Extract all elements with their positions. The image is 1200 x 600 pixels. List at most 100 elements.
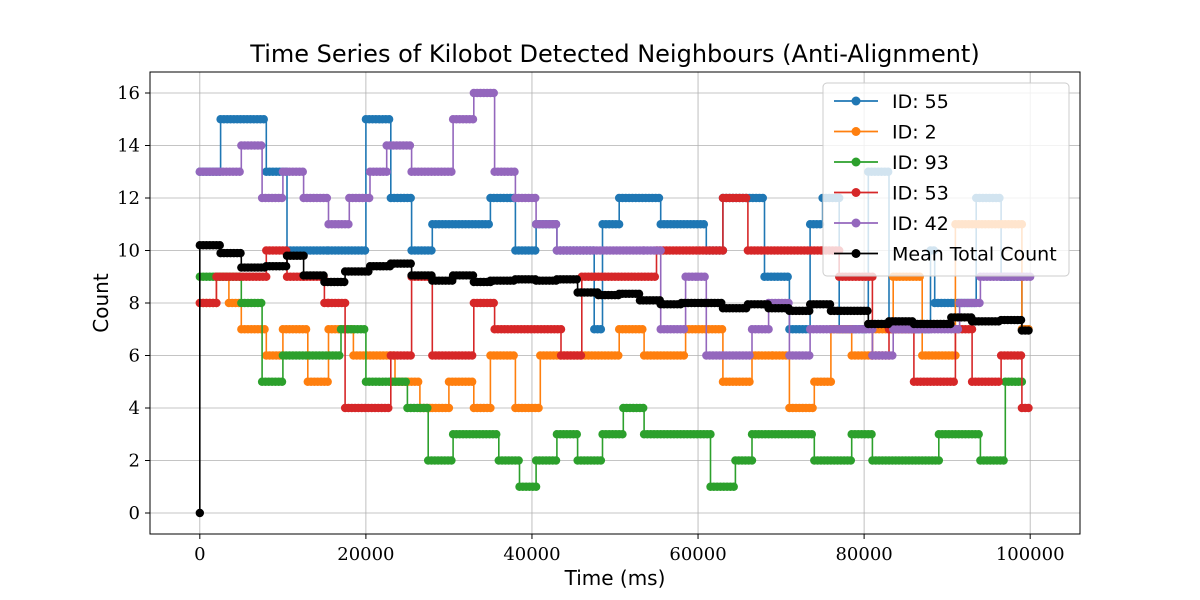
data-point	[805, 306, 814, 316]
data-point	[572, 430, 582, 439]
data-point	[382, 167, 391, 176]
x-axis-label: Time (ms)	[564, 566, 666, 590]
legend-entry: ID: 93	[834, 152, 949, 174]
series-2	[195, 272, 1027, 491]
data-point	[614, 220, 624, 229]
data-point	[826, 377, 836, 386]
data-point	[741, 193, 751, 203]
data-point	[335, 351, 344, 360]
legend-entries: ID: 55 ID: 2 ID: 93 ID: 53 ID: 42 Mean Total …	[834, 91, 1057, 266]
data-point	[444, 403, 454, 413]
data-point	[257, 298, 266, 308]
legend-marker	[851, 127, 861, 136]
data-point	[975, 298, 984, 308]
data-point	[340, 277, 349, 287]
legend-entry: Mean Total Count	[834, 244, 1057, 266]
legend-label: ID: 93	[892, 152, 949, 174]
data-point	[344, 220, 353, 229]
data-point	[949, 377, 958, 386]
data-point	[1024, 403, 1033, 413]
x-tick-label: 60000	[669, 544, 726, 565]
data-point	[679, 325, 689, 334]
data-point	[967, 325, 977, 334]
data-point	[323, 377, 332, 386]
data-point	[509, 351, 518, 360]
ticks: 0 20000 40000 60000 80000 100000 0 2 4 6 8 10 12 14 16	[117, 83, 1064, 565]
legend-box	[822, 82, 1070, 277]
y-axis-label: Count	[89, 273, 113, 333]
data-point	[322, 193, 332, 203]
data-point	[551, 456, 561, 465]
data-point	[639, 403, 648, 413]
data-point	[618, 430, 627, 439]
data-point	[384, 115, 394, 124]
data-point	[447, 456, 456, 465]
data-point	[484, 220, 493, 229]
data-point	[468, 271, 478, 280]
data-point	[934, 456, 944, 465]
data-point	[195, 508, 205, 518]
data-point	[423, 403, 432, 413]
data-point	[259, 115, 268, 124]
data-point	[257, 141, 266, 150]
data-point	[614, 351, 623, 360]
data-point	[414, 377, 423, 386]
y-tick-label: 8	[129, 293, 140, 314]
data-point	[650, 272, 660, 281]
data-point	[360, 325, 369, 334]
legend-label: ID: 42	[892, 213, 949, 235]
data-point	[406, 193, 415, 203]
data-point	[235, 167, 244, 176]
data-point	[700, 272, 709, 281]
data-point	[277, 377, 287, 386]
data-point	[510, 167, 519, 176]
data-point	[807, 430, 816, 439]
data-point	[489, 88, 498, 98]
data-point	[863, 306, 872, 316]
data-point	[467, 351, 477, 360]
legend-marker	[851, 249, 861, 258]
data-point	[747, 456, 757, 465]
data-point	[808, 403, 817, 413]
series-5	[195, 241, 1033, 518]
data-point	[384, 403, 393, 413]
data-point	[262, 272, 271, 281]
data-point	[467, 377, 477, 386]
legend-entry: ID: 55	[834, 91, 949, 113]
data-point	[706, 430, 715, 439]
legend-marker	[851, 157, 861, 167]
data-point	[805, 351, 814, 360]
data-point	[551, 220, 561, 229]
data-point	[1016, 315, 1026, 325]
legend-entry: ID: 2	[834, 122, 937, 144]
data-point	[974, 430, 983, 439]
data-point	[679, 351, 689, 360]
data-point	[1016, 351, 1026, 360]
data-point	[236, 248, 245, 258]
legend-marker	[851, 218, 861, 228]
x-tick-label: 100000	[996, 544, 1065, 565]
y-tick-label: 4	[129, 398, 140, 419]
data-point	[764, 325, 773, 334]
data-point	[301, 325, 311, 334]
x-tick-label: 20000	[337, 544, 394, 565]
legend-label: ID: 55	[892, 91, 949, 113]
y-tick-label: 0	[129, 503, 140, 524]
data-point	[718, 246, 728, 255]
data-point	[654, 193, 664, 203]
data-point	[634, 289, 644, 299]
legend-label: ID: 2	[892, 122, 937, 144]
data-point	[531, 193, 540, 203]
legend-entry: ID: 53	[834, 183, 949, 205]
data-point	[531, 482, 541, 491]
series-markers	[195, 272, 1027, 491]
y-tick-label: 2	[129, 451, 140, 472]
data-point	[514, 456, 523, 465]
data-point	[953, 325, 963, 334]
legend-marker	[851, 188, 861, 197]
data-point	[994, 377, 1003, 386]
chart-title: Time Series of Kilobot Detected Neighbou…	[249, 40, 979, 68]
y-tick-label: 10	[117, 241, 140, 262]
data-point	[360, 246, 370, 255]
